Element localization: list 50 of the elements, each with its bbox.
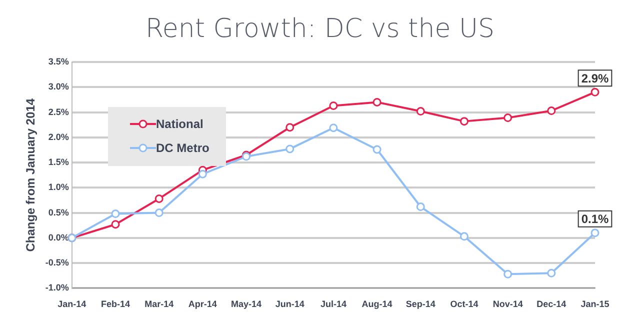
x-tick-label: Jan-15 <box>580 299 610 310</box>
point <box>329 124 338 132</box>
point <box>111 210 120 218</box>
y-tick-label: 0.5% <box>48 207 69 218</box>
y-tick-label: 0.0% <box>48 232 69 242</box>
point <box>198 170 207 178</box>
legend-label: DC Metro <box>156 141 210 155</box>
y-tick-label: -0.5% <box>45 258 69 268</box>
x-tick-label: May-14 <box>231 299 262 310</box>
y-tick-label: 3.0% <box>48 82 69 92</box>
point <box>286 123 294 132</box>
point <box>329 101 338 110</box>
x-tick-label: Sep-14 <box>406 299 436 310</box>
x-tick-label: Oct-14 <box>450 299 478 310</box>
point <box>154 194 164 203</box>
x-tick-label: Feb-14 <box>100 299 130 310</box>
y-axis-title: Change from January 2014 <box>24 98 38 252</box>
point <box>590 88 600 96</box>
legend-label: National <box>156 117 204 131</box>
x-tick-label: Jun-14 <box>275 299 304 310</box>
x-tick-label: Dec-14 <box>536 299 566 310</box>
y-tick-label: 1.0% <box>48 182 69 192</box>
point <box>416 107 425 116</box>
point <box>504 270 512 278</box>
data-label: 0.1% <box>581 212 609 226</box>
point <box>547 268 556 278</box>
point <box>460 232 468 241</box>
x-tick-label: Apr-14 <box>188 299 217 310</box>
x-tick-label: Jul-14 <box>320 299 346 310</box>
x-tick-label: Mar-14 <box>144 299 174 310</box>
point <box>372 98 382 106</box>
point <box>111 220 120 229</box>
y-tick-label: 3.5% <box>48 56 69 66</box>
point <box>286 144 294 154</box>
point <box>504 114 512 122</box>
point <box>416 202 425 212</box>
y-tick-label: -1.0% <box>45 282 69 293</box>
y-tick-label: 2.0% <box>48 132 69 142</box>
x-tick-label: Aug-14 <box>362 299 392 310</box>
point <box>547 106 556 116</box>
data-label: 2.9% <box>581 71 609 86</box>
x-tick-label: Jan-14 <box>58 299 86 310</box>
chart-title: Rent Growth: DC vs the US <box>144 14 496 44</box>
point <box>590 228 600 238</box>
point <box>372 145 382 154</box>
point <box>460 117 468 126</box>
y-tick-label: 1.5% <box>48 157 69 168</box>
point <box>154 208 164 218</box>
y-tick-label: 2.5% <box>48 106 69 117</box>
x-tick-label: Nov-14 <box>492 299 523 310</box>
